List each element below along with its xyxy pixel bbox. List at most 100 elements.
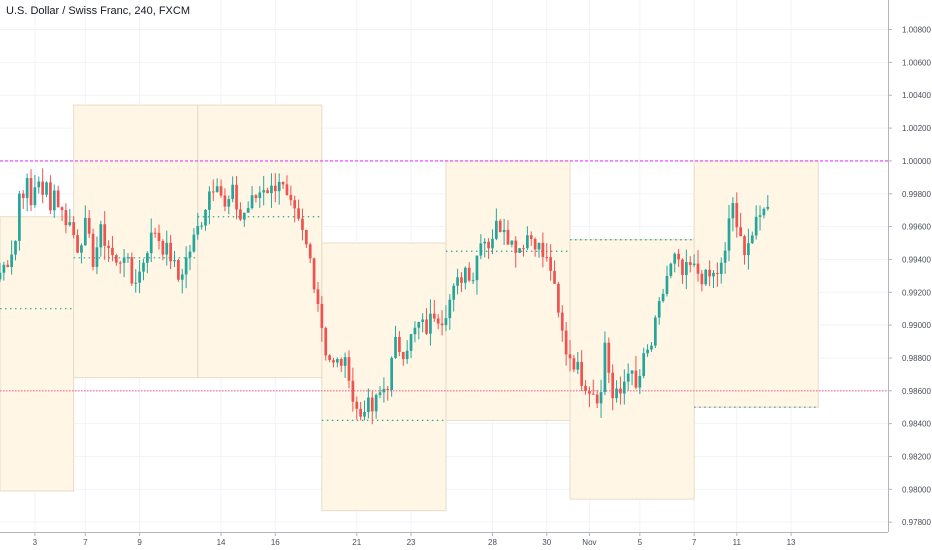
candle-down[interactable] <box>386 388 390 390</box>
candle-down[interactable] <box>49 182 52 211</box>
candle-up[interactable] <box>180 274 184 280</box>
candle-up[interactable] <box>242 212 246 220</box>
candle-up[interactable] <box>731 203 735 219</box>
candle-down[interactable] <box>572 358 576 370</box>
candle-up[interactable] <box>367 397 370 413</box>
candle-down[interactable] <box>716 272 719 274</box>
candle-up[interactable] <box>262 190 266 193</box>
candle-down[interactable] <box>312 258 316 290</box>
candle-up[interactable] <box>630 370 634 374</box>
candle-down[interactable] <box>21 193 25 198</box>
candle-down[interactable] <box>467 267 471 281</box>
candle-up[interactable] <box>510 240 514 245</box>
candle-down[interactable] <box>591 393 595 395</box>
candle-down[interactable] <box>506 229 510 245</box>
candle-up[interactable] <box>0 272 2 280</box>
candle-down[interactable] <box>498 220 502 233</box>
candle-down[interactable] <box>29 178 33 206</box>
candle-up[interactable] <box>374 394 378 412</box>
candle-up[interactable] <box>208 191 211 210</box>
candle-up[interactable] <box>665 275 669 294</box>
candle-down[interactable] <box>118 262 122 264</box>
candle-up[interactable] <box>126 257 130 259</box>
candle-up[interactable] <box>173 260 176 262</box>
candle-up[interactable] <box>599 392 603 404</box>
candle-up[interactable] <box>502 229 506 233</box>
candle-up[interactable] <box>537 242 541 250</box>
candle-up[interactable] <box>378 392 382 395</box>
candle-up[interactable] <box>405 350 409 360</box>
candle-up[interactable] <box>685 262 688 275</box>
candle-down[interactable] <box>359 408 362 417</box>
candle-down[interactable] <box>560 312 564 331</box>
candle-down[interactable] <box>60 207 64 211</box>
candle-up[interactable] <box>723 250 727 263</box>
candle-up[interactable] <box>215 186 219 192</box>
candle-up[interactable] <box>429 313 432 334</box>
candle-down[interactable] <box>64 210 68 226</box>
time-axis[interactable]: 3 7 9 14 16 21 23 28 30 Nov 5 7 11 13 <box>0 532 888 547</box>
candle-up[interactable] <box>413 327 417 335</box>
candle-down[interactable] <box>266 190 269 194</box>
candle-up[interactable] <box>200 225 203 227</box>
candle-up[interactable] <box>758 215 762 217</box>
candle-down[interactable] <box>688 262 692 265</box>
candle-down[interactable] <box>114 255 118 263</box>
candle-up[interactable] <box>343 357 347 366</box>
candle-down[interactable] <box>177 260 180 280</box>
candle-down[interactable] <box>316 289 320 304</box>
candle-up[interactable] <box>747 243 750 256</box>
candle-down[interactable] <box>514 240 518 253</box>
candle-up[interactable] <box>727 218 731 251</box>
candle-down[interactable] <box>440 323 444 326</box>
candle-down[interactable] <box>285 184 289 195</box>
candle-up[interactable] <box>231 184 235 200</box>
candle-up[interactable] <box>754 216 758 236</box>
candle-up[interactable] <box>650 345 653 350</box>
candle-down[interactable] <box>320 303 324 328</box>
candle-up[interactable] <box>669 263 673 276</box>
candle-up[interactable] <box>14 240 17 255</box>
candle-up[interactable] <box>33 187 37 206</box>
candle-up[interactable] <box>646 349 649 354</box>
candle-down[interactable] <box>91 233 95 267</box>
candle-up[interactable] <box>80 245 83 253</box>
candle-down[interactable] <box>219 186 223 196</box>
candle-down[interactable] <box>549 257 552 271</box>
candle-down[interactable] <box>87 217 91 234</box>
candle-down[interactable] <box>161 241 165 255</box>
candle-down[interactable] <box>324 327 328 356</box>
candle-up[interactable] <box>444 318 448 326</box>
candle-down[interactable] <box>681 259 684 275</box>
candle-down[interactable] <box>293 200 297 209</box>
candle-up[interactable] <box>52 190 56 211</box>
candle-down[interactable] <box>743 236 746 256</box>
candle-down[interactable] <box>347 357 351 381</box>
candle-up[interactable] <box>719 262 723 274</box>
candle-up[interactable] <box>10 254 13 268</box>
candle-up[interactable] <box>657 301 661 318</box>
candle-up[interactable] <box>448 299 452 319</box>
candle-up[interactable] <box>766 206 770 209</box>
candle-up[interactable] <box>25 178 29 198</box>
candle-up[interactable] <box>661 293 665 302</box>
candle-up[interactable] <box>390 357 394 390</box>
candle-down[interactable] <box>339 359 343 366</box>
candle-up[interactable] <box>421 319 425 322</box>
candle-up[interactable] <box>95 247 99 267</box>
candle-up[interactable] <box>494 220 498 239</box>
candle-up[interactable] <box>165 242 169 255</box>
candle-down[interactable] <box>735 203 739 228</box>
candle-down[interactable] <box>328 355 331 361</box>
candle-down[interactable] <box>529 235 533 239</box>
candle-up[interactable] <box>188 251 192 258</box>
candle-up[interactable] <box>184 257 188 275</box>
candle-up[interactable] <box>456 277 459 286</box>
candle-down[interactable] <box>308 244 312 259</box>
candle-down[interactable] <box>541 242 545 258</box>
candle-down[interactable] <box>289 194 293 201</box>
candle-up[interactable] <box>18 193 21 241</box>
candle-down[interactable] <box>235 184 238 210</box>
candle-down[interactable] <box>487 241 490 249</box>
candle-up[interactable] <box>394 337 397 358</box>
